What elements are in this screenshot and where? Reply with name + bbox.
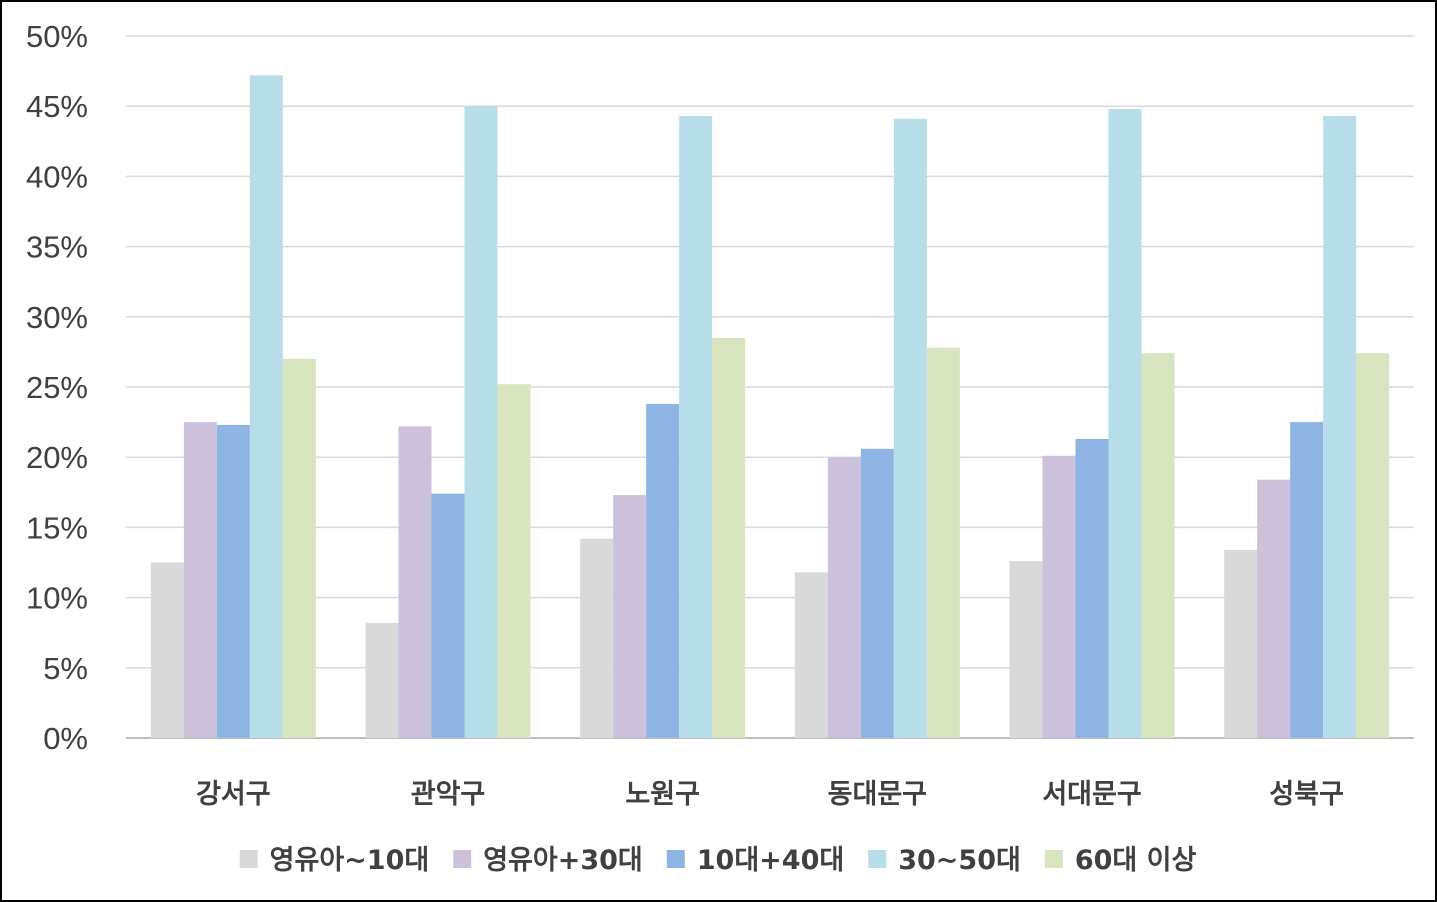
bar <box>249 75 283 738</box>
legend: 영유아~10대 영유아+30대 10대+40대 30~50대 60대 이상 <box>239 845 1197 876</box>
bar <box>183 422 217 738</box>
x-category-label: 성북구 <box>1269 779 1344 810</box>
bar <box>150 562 184 738</box>
x-category-label: 노원구 <box>625 779 700 810</box>
x-category-label: 강서구 <box>196 779 271 810</box>
bar <box>398 426 432 738</box>
y-tick-label: 20% <box>26 440 88 475</box>
bar <box>646 403 680 738</box>
bar <box>1290 422 1324 738</box>
x-axis-category-labels: 강서구 관악구 노원구 동대문구 서대문구 성북구 <box>196 779 1344 810</box>
bar <box>893 118 927 738</box>
bar <box>282 358 316 738</box>
legend-swatch <box>1044 850 1063 868</box>
bar <box>216 424 250 738</box>
y-tick-label: 30% <box>26 300 88 335</box>
bar <box>1009 561 1043 738</box>
bar <box>1042 455 1076 738</box>
y-axis-tick-labels: 0% 5% 10% 15% 20% 25% 30% 35% 40% 45% 50% <box>26 19 88 756</box>
bar <box>1141 353 1175 738</box>
bar <box>794 572 828 738</box>
bar <box>1323 116 1357 738</box>
legend-label: 30~50대 <box>898 845 1021 876</box>
bar <box>580 538 614 738</box>
bars <box>150 75 1390 739</box>
legend-swatch <box>666 850 685 868</box>
bar <box>679 116 713 738</box>
y-tick-label: 35% <box>26 230 88 265</box>
y-tick-label: 15% <box>26 510 88 545</box>
bar <box>464 106 498 738</box>
bar <box>1224 549 1258 738</box>
x-category-label: 관악구 <box>411 779 486 810</box>
legend-swatch <box>239 850 258 868</box>
legend-swatch <box>868 850 887 868</box>
y-tick-label: 40% <box>26 159 88 194</box>
bar <box>926 347 960 738</box>
y-tick-label: 0% <box>43 721 88 756</box>
bar <box>431 493 465 738</box>
legend-label: 영유아+30대 <box>483 845 643 876</box>
legend-swatch <box>453 850 472 868</box>
bar <box>827 457 861 738</box>
bar <box>1108 109 1142 739</box>
x-category-label: 서대문구 <box>1042 779 1141 810</box>
bar <box>1356 353 1390 738</box>
y-tick-label: 25% <box>26 370 88 405</box>
y-tick-label: 5% <box>43 651 88 686</box>
y-tick-label: 45% <box>26 89 88 124</box>
bar <box>1075 438 1109 738</box>
bar <box>365 622 399 738</box>
legend-label: 영유아~10대 <box>270 845 430 876</box>
y-tick-label: 50% <box>26 19 88 54</box>
bar <box>1257 479 1291 738</box>
gridlines <box>126 35 1414 739</box>
bar <box>497 384 531 738</box>
y-tick-label: 10% <box>26 581 88 616</box>
legend-label: 10대+40대 <box>697 845 844 876</box>
x-category-label: 동대문구 <box>828 779 927 810</box>
bar <box>860 448 894 738</box>
bar <box>712 337 746 738</box>
bar <box>613 495 647 738</box>
legend-label: 60대 이상 <box>1075 845 1197 876</box>
